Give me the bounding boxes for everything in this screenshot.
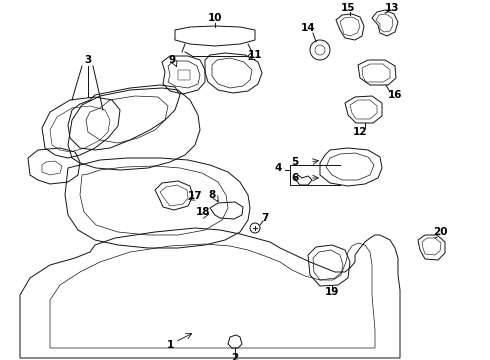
Text: 11: 11 [248,50,262,60]
Text: 2: 2 [231,353,239,360]
Text: 19: 19 [325,287,339,297]
Text: 7: 7 [261,213,269,223]
Text: 10: 10 [208,13,222,23]
Text: 9: 9 [169,55,175,65]
Text: 1: 1 [167,340,173,350]
Text: 16: 16 [388,90,402,100]
Text: 12: 12 [353,127,367,137]
Text: 3: 3 [84,55,92,65]
Text: 13: 13 [385,3,399,13]
Text: 4: 4 [274,163,282,173]
Text: 5: 5 [292,157,298,167]
Text: 18: 18 [196,207,210,217]
Text: 20: 20 [433,227,447,237]
Text: 14: 14 [301,23,315,33]
Text: 17: 17 [188,191,202,201]
Text: 6: 6 [292,173,298,183]
Text: 8: 8 [208,190,216,200]
Text: 15: 15 [341,3,355,13]
